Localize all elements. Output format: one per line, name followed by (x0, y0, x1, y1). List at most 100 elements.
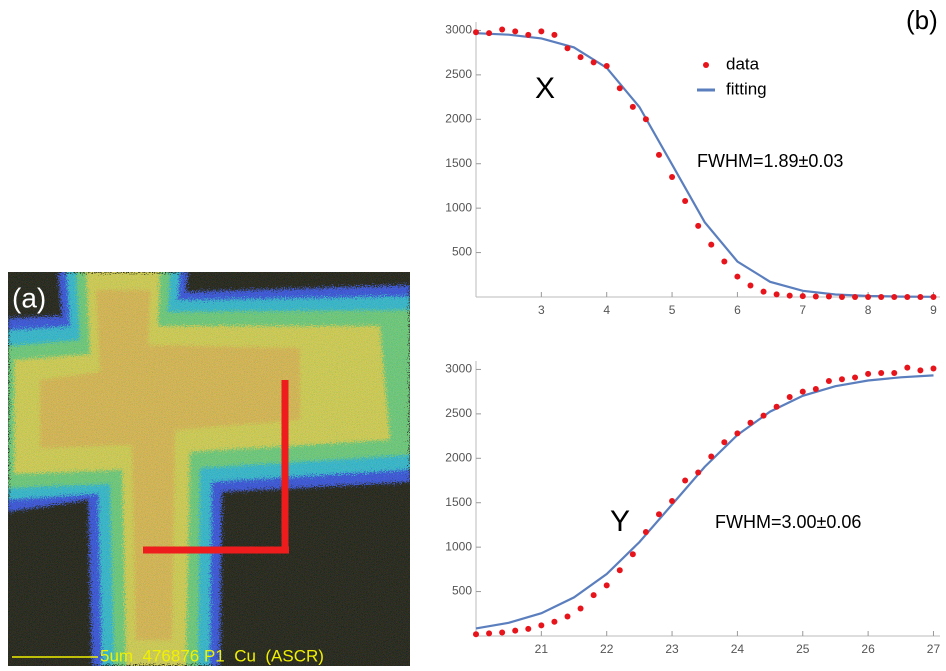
data-point (577, 605, 584, 612)
panel-label: (b) (906, 5, 938, 35)
y-tick-label: 2500 (445, 67, 472, 81)
data-point (721, 258, 728, 265)
data-point (590, 59, 597, 66)
data-point (799, 388, 806, 395)
data-point (538, 28, 545, 35)
x-tick-label: 3 (538, 303, 545, 317)
data-point (525, 625, 532, 632)
data-point (773, 403, 780, 410)
data-point (642, 529, 649, 536)
data-point (669, 174, 676, 181)
data-point (655, 511, 662, 518)
data-point (747, 419, 754, 426)
data-point (551, 618, 558, 625)
data-point (473, 29, 479, 36)
y-tick-label: 500 (452, 245, 472, 259)
data-point (760, 288, 767, 295)
y-tick-label: 1000 (445, 200, 472, 214)
data-point (590, 592, 597, 599)
data-point (629, 551, 636, 558)
x-tick-label: 21 (535, 642, 549, 656)
data-point (760, 412, 767, 419)
data-point (799, 293, 806, 300)
data-point (538, 622, 545, 629)
y-tick-label: 3000 (445, 23, 472, 37)
data-point (878, 294, 885, 300)
panel-label: (a) (12, 282, 46, 313)
image-caption: 5um 476876 P1 Cu (ASCR) (100, 646, 324, 665)
x-tick-label: 6 (734, 303, 741, 317)
curve-label: Y (610, 505, 630, 538)
data-point (917, 294, 924, 300)
data-point (878, 369, 885, 376)
y-tick-label: 500 (452, 584, 472, 598)
y-tick-label: 2500 (445, 406, 472, 420)
data-point (825, 377, 832, 384)
data-point (616, 567, 623, 574)
y-tick-label: 2000 (445, 450, 472, 464)
data-point (852, 374, 859, 381)
y-tick-label: 2000 (445, 111, 472, 125)
data-point (721, 439, 728, 446)
y-tick-label: 1500 (445, 495, 472, 509)
data-point (512, 28, 519, 35)
data-point (891, 294, 898, 300)
y-tick-label: 1500 (445, 156, 472, 170)
data-point (486, 630, 493, 637)
data-point (930, 294, 937, 300)
data-point (577, 54, 584, 61)
data-point (486, 30, 493, 37)
data-point (812, 293, 819, 300)
x-tick-label: 25 (796, 642, 810, 656)
data-point (786, 393, 793, 400)
data-point (865, 370, 872, 377)
data-point (499, 26, 506, 33)
data-point (499, 629, 506, 636)
x-tick-label: 4 (603, 303, 610, 317)
element-map (8, 272, 410, 666)
x-tick-label: 5 (669, 303, 676, 317)
x-tick-label: 24 (731, 642, 745, 656)
data-point (786, 292, 793, 299)
data-point (695, 469, 702, 476)
data-point (708, 241, 715, 248)
data-point (838, 376, 845, 383)
x-tick-label: 9 (930, 303, 937, 317)
data-point (603, 582, 610, 589)
data-point (564, 613, 571, 620)
data-point (525, 31, 532, 38)
y-tick-label: 3000 (445, 362, 472, 376)
data-point (838, 294, 845, 300)
fwhm-annotation: FWHM=1.89±0.03 (697, 151, 843, 171)
data-point (473, 631, 479, 638)
data-point (629, 103, 636, 110)
x-tick-label: 23 (665, 642, 679, 656)
x-tick-label: 7 (799, 303, 806, 317)
x-tick-label: 22 (600, 642, 614, 656)
data-point (669, 497, 676, 504)
fwhm-annotation: FWHM=3.00±0.06 (715, 512, 861, 532)
data-point (655, 151, 662, 158)
data-point (564, 45, 571, 52)
data-point (708, 453, 715, 460)
data-point (642, 116, 649, 123)
x-tick-label: 27 (927, 642, 941, 656)
data-point (865, 294, 872, 300)
legend-label: data (726, 54, 760, 73)
data-point (734, 273, 741, 280)
data-point (682, 477, 689, 484)
legend-marker (703, 62, 709, 68)
data-point (917, 367, 924, 374)
data-point (825, 293, 832, 300)
data-point (773, 291, 780, 298)
fit-line (475, 374, 934, 630)
data-point (682, 198, 689, 205)
curve-label: X (535, 72, 555, 105)
data-point (512, 627, 519, 634)
legend-label: fitting (726, 79, 767, 98)
data-point (904, 294, 911, 300)
data-point (747, 282, 754, 289)
x-tick-label: 26 (861, 642, 875, 656)
data-point (812, 385, 819, 392)
